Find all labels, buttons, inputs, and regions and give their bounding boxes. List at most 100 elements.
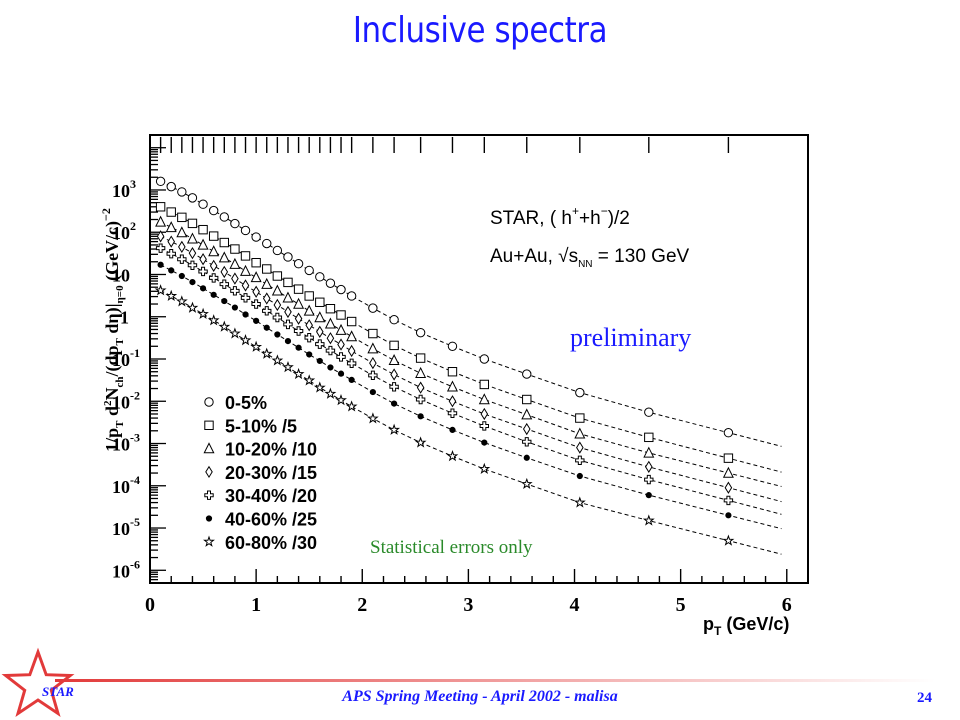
data-point bbox=[208, 205, 219, 216]
data-point bbox=[366, 412, 379, 424]
data-point bbox=[240, 293, 251, 303]
data-point bbox=[218, 320, 231, 332]
preliminary-label: preliminary bbox=[570, 323, 692, 352]
data-point bbox=[294, 312, 303, 325]
data-point bbox=[389, 340, 399, 351]
data-point bbox=[154, 284, 167, 296]
data-point bbox=[219, 237, 229, 248]
data-point bbox=[156, 230, 165, 243]
y-axis-label: 1/pT d2Nch/(dpT dη)|η=0 (GeV/c)−2 bbox=[99, 208, 126, 452]
data-point bbox=[325, 345, 336, 356]
data-point bbox=[188, 246, 197, 260]
statistical-errors-note: Statistical errors only bbox=[370, 537, 533, 558]
data-point bbox=[521, 408, 533, 420]
page-number: 24 bbox=[917, 690, 932, 706]
data-point bbox=[230, 286, 240, 296]
data-point bbox=[198, 199, 208, 209]
data-point bbox=[336, 310, 346, 320]
data-point bbox=[313, 381, 326, 393]
fit-curve-3 bbox=[160, 221, 782, 487]
data-point bbox=[448, 395, 457, 408]
data-point bbox=[415, 394, 426, 405]
star-logo-icon bbox=[1, 647, 75, 718]
data-point bbox=[271, 354, 284, 366]
data-point bbox=[723, 453, 734, 463]
legend-label: 20-30% /15 bbox=[225, 463, 317, 483]
data-point bbox=[260, 347, 273, 359]
data-point bbox=[479, 421, 490, 431]
slide-title: Inclusive spectra bbox=[352, 10, 608, 51]
data-point bbox=[644, 474, 654, 485]
legend-label: 30-40% /20 bbox=[225, 486, 317, 506]
data-point bbox=[723, 428, 734, 438]
data-point bbox=[293, 297, 305, 309]
data-point bbox=[346, 291, 357, 301]
data-point bbox=[335, 323, 347, 335]
data-point bbox=[576, 441, 584, 454]
x-tick-label: 6 bbox=[782, 594, 792, 616]
data-point bbox=[282, 291, 294, 303]
data-point bbox=[229, 257, 241, 269]
data-point bbox=[335, 393, 347, 406]
data-point bbox=[207, 314, 220, 326]
data-point bbox=[336, 352, 346, 362]
axis-labels: pT (GeV/c) 1/pT d2Nch/(dpT dη)|η=0 (GeV/… bbox=[99, 208, 789, 638]
data-point bbox=[231, 272, 239, 285]
data-point bbox=[314, 311, 326, 323]
data-point bbox=[283, 252, 293, 262]
data-point bbox=[645, 460, 653, 474]
data-point bbox=[346, 358, 357, 369]
data-point bbox=[522, 422, 531, 436]
data-point bbox=[481, 439, 488, 446]
data-point bbox=[274, 331, 281, 338]
data-point bbox=[210, 291, 217, 298]
data-point bbox=[388, 354, 400, 366]
y-tick-label: 10-5 bbox=[112, 515, 140, 539]
data-point bbox=[272, 245, 283, 256]
data-point bbox=[316, 357, 323, 365]
data-point bbox=[523, 454, 530, 461]
fit-curve-7 bbox=[160, 289, 782, 555]
data-point bbox=[304, 332, 314, 343]
data-point bbox=[178, 272, 185, 280]
data-point bbox=[345, 400, 358, 412]
data-point bbox=[576, 472, 583, 480]
data-markers bbox=[154, 176, 735, 546]
data-point bbox=[368, 328, 378, 339]
x-axis-label: pT (GeV/c) bbox=[703, 614, 789, 638]
data-point bbox=[644, 407, 654, 417]
data-point bbox=[644, 432, 654, 443]
data-point bbox=[315, 272, 325, 282]
data-point bbox=[241, 279, 250, 292]
data-point bbox=[189, 279, 196, 286]
y-tick-label: 10-2 bbox=[112, 388, 140, 412]
data-point bbox=[336, 284, 346, 295]
data-point bbox=[645, 492, 652, 499]
data-point bbox=[175, 295, 188, 307]
data-point bbox=[165, 221, 177, 233]
legend-marker bbox=[204, 397, 214, 407]
data-point bbox=[346, 330, 358, 342]
data-point bbox=[239, 334, 252, 346]
data-point bbox=[293, 259, 304, 269]
data-point bbox=[157, 261, 164, 268]
data-point bbox=[390, 400, 398, 407]
data-point bbox=[209, 259, 218, 273]
data-point bbox=[446, 449, 459, 462]
data-point bbox=[240, 225, 251, 236]
data-point bbox=[415, 366, 427, 378]
legend-label: 0-5% bbox=[225, 393, 267, 413]
data-point bbox=[478, 393, 490, 405]
data-point bbox=[522, 369, 532, 379]
footer-divider bbox=[55, 679, 935, 682]
data-point bbox=[155, 176, 166, 187]
data-point bbox=[369, 388, 376, 396]
data-point bbox=[574, 427, 586, 439]
data-point bbox=[166, 207, 176, 217]
data-point bbox=[177, 254, 187, 264]
data-point bbox=[478, 462, 491, 475]
data-point bbox=[293, 284, 304, 294]
y-tick-label: 1 bbox=[120, 308, 129, 328]
data-point bbox=[346, 316, 357, 327]
y-tick-label: 10-4 bbox=[112, 473, 140, 497]
